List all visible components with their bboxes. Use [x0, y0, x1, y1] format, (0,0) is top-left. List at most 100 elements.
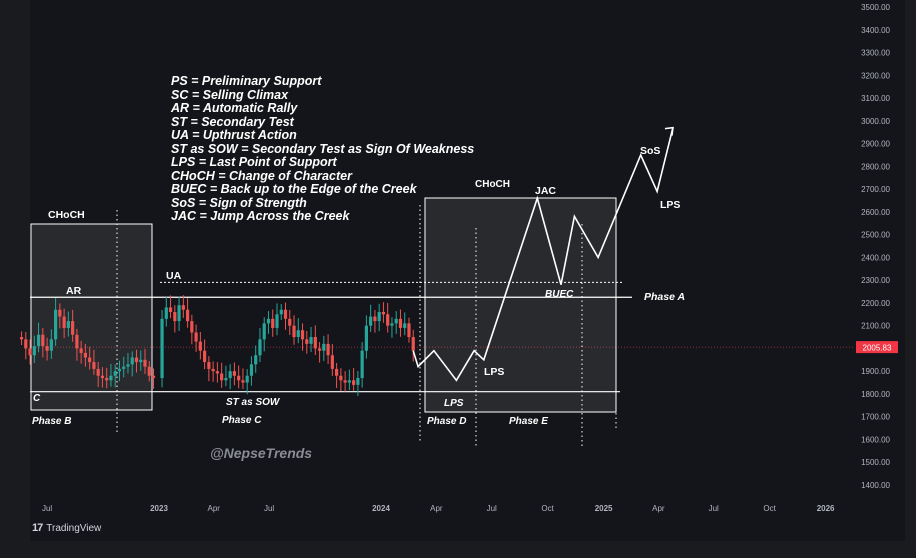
candle-body — [41, 334, 45, 347]
candle-body — [339, 375, 343, 381]
candle-body — [390, 323, 394, 326]
candle-body — [237, 375, 241, 381]
price-tick-label: 1500.00 — [861, 458, 890, 467]
price-tick-label: 3400.00 — [861, 26, 890, 35]
range-box-phase-c-e — [424, 197, 617, 413]
annotation-choch-right: CHoCH — [475, 179, 510, 190]
candle-body — [168, 307, 173, 313]
candle-body — [181, 305, 185, 310]
candle-body — [369, 316, 373, 326]
annotation-jac: JAC — [535, 185, 556, 197]
tradingview-logo[interactable]: 17 TradingView — [32, 522, 101, 534]
candle-body — [88, 357, 92, 363]
legend-item-ua: UA = Upthrust Action — [171, 128, 297, 142]
candle-body — [288, 318, 292, 326]
annotation-c: C — [33, 393, 41, 404]
annotation-sos: SoS — [640, 145, 660, 157]
candle-body — [377, 312, 381, 322]
price-axis[interactable] — [854, 0, 905, 497]
candle-body — [352, 380, 356, 385]
time-tick-label: Apr — [208, 504, 221, 513]
time-tick-label: Oct — [763, 504, 776, 513]
annotation-creek: Phase A — [644, 291, 685, 303]
candle-body — [134, 357, 139, 363]
candle-body — [177, 305, 181, 322]
price-tick-label: 1900.00 — [861, 367, 890, 376]
candle-body — [100, 375, 105, 379]
time-tick-label: Jul — [264, 504, 274, 513]
candle-body — [305, 339, 309, 344]
time-tick-label: Oct — [541, 504, 554, 513]
candle-body — [300, 330, 305, 340]
candle-body — [113, 371, 117, 376]
candle-body — [232, 371, 237, 376]
candle-body — [62, 316, 66, 328]
annotation-choch-left: CHoCH — [48, 209, 85, 221]
candle-body — [275, 314, 279, 328]
candle-body — [71, 321, 75, 335]
annotation-ar: AR — [66, 285, 82, 297]
price-tick-label: 3500.00 — [861, 3, 890, 12]
candle-body — [92, 362, 96, 369]
candle-body — [198, 341, 202, 351]
candle-body — [220, 373, 224, 381]
legend-item-st: ST = Secondary Test — [171, 114, 294, 129]
candle-body — [373, 316, 377, 322]
time-tick-label: Jul — [709, 504, 719, 513]
candle-body — [296, 330, 300, 338]
candle-body — [173, 312, 177, 322]
time-tick-label: 2023 — [150, 504, 168, 513]
price-tick-label: 1400.00 — [861, 481, 890, 490]
candle-body — [313, 337, 317, 349]
candle-body — [105, 378, 109, 381]
candle-body — [143, 359, 147, 367]
time-axis[interactable] — [30, 497, 905, 517]
candle-body — [126, 364, 130, 367]
projection-path — [412, 127, 674, 382]
candle-body — [386, 314, 390, 326]
range-box-phase-a — [30, 223, 153, 411]
price-tick-label: 2800.00 — [861, 162, 890, 171]
candle-body — [151, 375, 156, 379]
candle-body — [279, 309, 283, 315]
candle-body — [164, 307, 168, 319]
legend-item-jac: JAC = Jump Across the Creek — [171, 209, 350, 223]
price-tick-label: 1800.00 — [861, 390, 890, 399]
candle-body — [271, 318, 275, 328]
time-tick-label: Jul — [487, 504, 497, 513]
candle-body — [245, 375, 249, 383]
phase-label-c: Phase D — [427, 416, 466, 427]
time-tick-label: 2024 — [372, 504, 390, 513]
candle-body — [203, 350, 207, 363]
annotation-buec: BUEC — [545, 289, 574, 300]
legend-item-ar: AR = Automatic Rally — [171, 101, 298, 115]
candle-body — [283, 309, 288, 319]
candle-body — [54, 309, 58, 340]
phase-label-a: Phase B — [32, 416, 71, 427]
candle-body — [160, 318, 164, 379]
candle-body — [343, 380, 347, 383]
candle-body — [407, 323, 411, 338]
candle-body — [58, 309, 62, 317]
candle-body — [130, 357, 134, 365]
legend-item-st-sow: ST as SOW = Secondary Test as Sign Of We… — [171, 141, 475, 156]
candle-body — [326, 343, 330, 356]
candle-body — [185, 309, 190, 322]
candle-body — [28, 348, 32, 356]
candle-body — [83, 352, 88, 358]
legend-item-buec: BUEC = Back up to the Edge of the Creek — [171, 182, 417, 196]
price-tick-label: 3300.00 — [861, 49, 890, 58]
candle-body — [254, 355, 258, 365]
price-tick-label: 2400.00 — [861, 253, 890, 262]
time-tick-label: Apr — [430, 504, 443, 513]
last-price-label: 2005.83 — [863, 344, 892, 353]
candle-body — [398, 318, 403, 328]
candle-body — [292, 325, 296, 338]
candle-body — [356, 378, 360, 385]
candle-body — [147, 366, 151, 376]
chart-pane[interactable] — [30, 0, 854, 497]
price-tick-label: 3000.00 — [861, 117, 890, 126]
candle-body — [330, 355, 334, 369]
candle-body — [207, 362, 211, 369]
candle-body — [211, 368, 215, 372]
